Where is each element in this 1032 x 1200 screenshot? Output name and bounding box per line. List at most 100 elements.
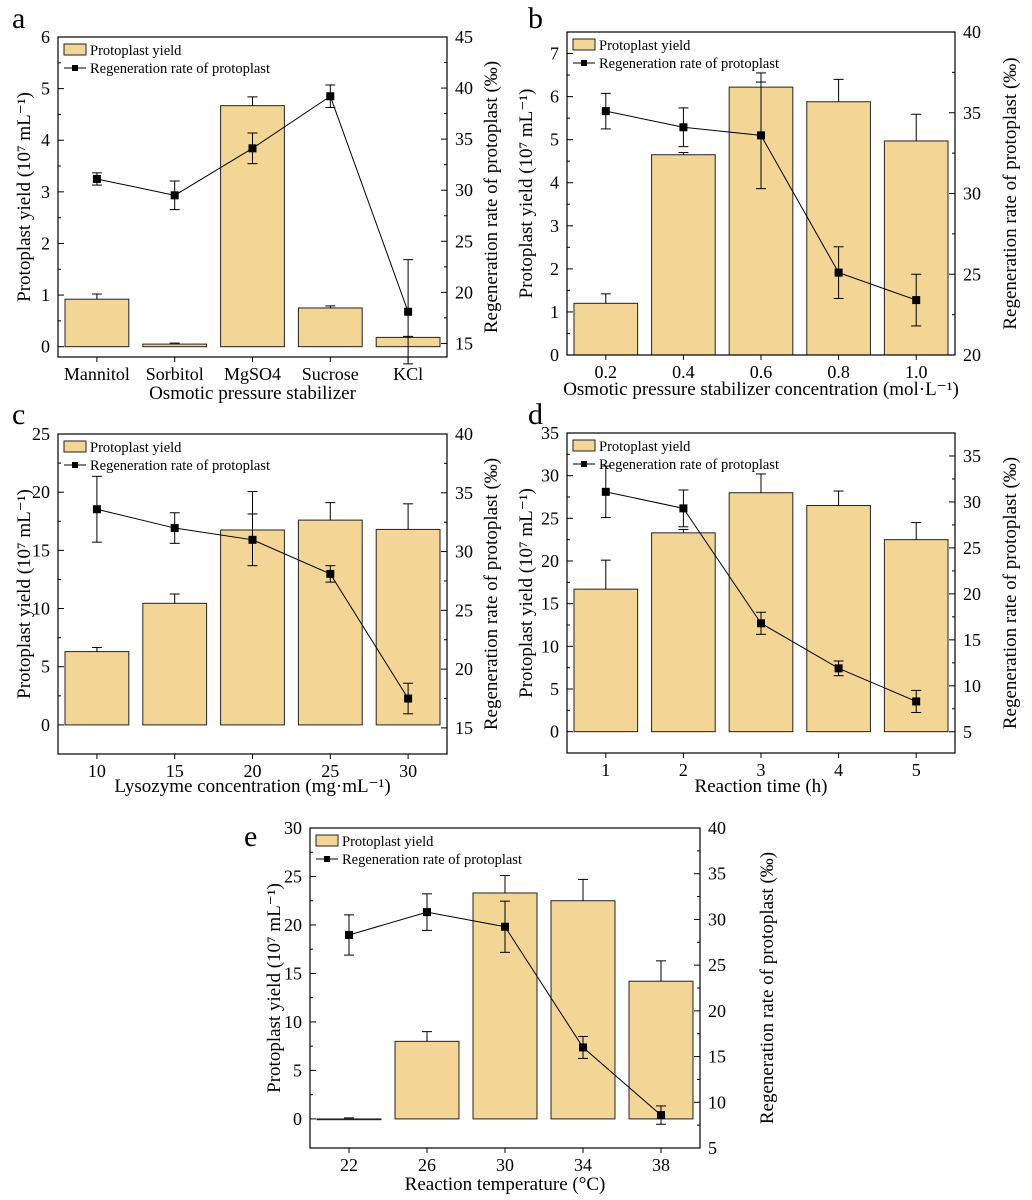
bar-1 <box>573 588 639 733</box>
left-tick-label: 0 <box>293 1109 302 1129</box>
point-marker-1.0 <box>912 296 921 305</box>
legend-bar-label: Protoplast yield <box>90 43 182 59</box>
bar-15 <box>142 602 208 726</box>
legend-bar-swatch <box>315 834 339 847</box>
left-tick-label: 20 <box>32 482 50 502</box>
legend-bar-label: Protoplast yield <box>90 440 182 456</box>
panel-letter: c <box>12 398 25 431</box>
left-axis-title: Protoplast yield (10⁷ mL⁻¹) <box>14 92 35 302</box>
panel-e: e 0 5 10 15 20 25 30 5 10 15 20 25 30 35 40 22 26 30 34 38 Pr… <box>244 818 778 1195</box>
bar-0.2 <box>573 302 639 356</box>
point-marker-30 <box>404 694 413 703</box>
right-tick-label: 15 <box>455 718 473 738</box>
right-tick-label: 35 <box>708 864 726 884</box>
point-marker-1 <box>601 487 610 496</box>
right-tick-label: 10 <box>708 1092 726 1112</box>
panel-b: b 0 1 2 3 4 5 6 7 20 25 30 35 40 0.2 0.4 0.6 0.8 1.0 Protop… <box>516 2 1021 400</box>
legend-line-label: Regeneration rate of protoplast <box>342 852 522 868</box>
left-tick-label: 3 <box>550 216 559 236</box>
panel-letter: a <box>12 2 25 35</box>
right-axis-title: Regeneration rate of protoplast (‰) <box>757 852 778 1124</box>
left-tick-label: 0 <box>550 345 559 365</box>
bar-errorbar <box>600 293 611 304</box>
bar-errorbar <box>169 593 180 604</box>
bar-26 <box>394 1040 460 1120</box>
right-axis-title: Regeneration rate of protoplast (‰) <box>1000 457 1021 729</box>
bar-errorbar <box>600 559 611 590</box>
x-axis-title: Osmotic pressure stabilizer <box>149 383 357 404</box>
x-tick-label: 3 <box>757 760 766 780</box>
bar-Sucrose <box>297 307 363 348</box>
right-tick-label: 45 <box>455 27 473 47</box>
bar-errorbar <box>656 960 666 982</box>
left-tick-label: 6 <box>41 27 50 47</box>
x-axis-title: Reaction temperature (°C) <box>405 1174 606 1195</box>
legend-marker-swatch <box>581 60 587 66</box>
panel-d: d 0 5 10 15 20 25 30 35 5 10 15 20 25 30 35 1 2 3 4 5 Protopl… <box>516 398 1021 797</box>
bar-errorbar <box>578 878 588 901</box>
legend-bar-swatch <box>572 439 596 452</box>
point-marker-0.8 <box>834 268 843 277</box>
x-tick-label: 0.6 <box>750 362 773 382</box>
point-marker-10 <box>92 505 101 514</box>
bar-2 <box>651 532 716 733</box>
x-tick-label: Sucrose <box>302 364 359 384</box>
x-tick-label: 1.0 <box>905 362 928 382</box>
point-marker-KCl <box>404 307 413 316</box>
legend-line-label: Regeneration rate of protoplast <box>599 457 779 473</box>
bar-34 <box>550 900 616 1120</box>
right-tick-label: 40 <box>963 22 981 42</box>
x-tick-label: 4 <box>834 760 843 780</box>
bar-errorbar <box>422 1031 432 1042</box>
legend-marker-swatch <box>581 461 587 467</box>
right-tick-label: 30 <box>455 542 473 562</box>
panel-letter: d <box>528 398 543 431</box>
right-tick-label: 25 <box>963 264 981 284</box>
left-tick-label: 35 <box>541 423 559 443</box>
right-axis-title: Regeneration rate of protoplast (‰) <box>481 458 502 730</box>
left-tick-label: 5 <box>41 657 50 677</box>
legend: Protoplast yield Regeneration rate of pro… <box>63 43 270 77</box>
right-tick-label: 20 <box>455 282 473 302</box>
left-tick-label: 5 <box>293 1060 302 1080</box>
right-tick-label: 20 <box>963 584 981 604</box>
bar-errorbar <box>500 875 510 893</box>
bar-errorbar <box>833 78 844 102</box>
point-marker-0.2 <box>601 107 610 116</box>
left-axis-title: Protoplast yield (10⁷ mL⁻¹) <box>516 89 537 299</box>
point-marker-20 <box>248 535 257 544</box>
bar-38 <box>628 980 694 1120</box>
x-tick-label: 10 <box>88 761 106 781</box>
right-tick-label: 10 <box>963 676 981 696</box>
left-tick-label: 6 <box>550 87 559 107</box>
bar-errorbar <box>833 490 844 506</box>
x-tick-label: 38 <box>652 1155 670 1175</box>
x-tick-label: 30 <box>399 761 417 781</box>
left-tick-label: 5 <box>41 79 50 99</box>
left-tick-label: 20 <box>284 915 302 935</box>
left-tick-label: 15 <box>284 963 302 983</box>
point-marker-0.6 <box>757 131 765 140</box>
x-tick-label: Sorbitol <box>146 364 204 384</box>
right-tick-label: 40 <box>455 424 473 444</box>
left-tick-label: 5 <box>550 679 559 699</box>
right-tick-label: 30 <box>455 180 473 200</box>
right-tick-label: 15 <box>708 1047 726 1067</box>
panel-letter: b <box>528 2 543 35</box>
legend-marker-swatch <box>72 65 78 71</box>
left-tick-label: 15 <box>541 594 559 614</box>
point-marker-38 <box>657 1111 665 1120</box>
point-marker-Sucrose <box>326 92 335 101</box>
right-tick-label: 25 <box>708 955 726 975</box>
right-tick-label: 25 <box>455 600 473 620</box>
left-tick-label: 3 <box>41 182 50 202</box>
legend: Protoplast yield Regeneration rate of pro… <box>63 440 270 474</box>
bar-errorbar <box>756 473 766 493</box>
bar-errorbar <box>678 152 689 155</box>
legend: Protoplast yield Regeneration rate of pro… <box>572 38 779 72</box>
legend-bar-label: Protoplast yield <box>342 834 434 850</box>
left-axis-title: Protoplast yield (10⁷ mL⁻¹) <box>516 488 537 698</box>
point-marker-Sorbitol <box>170 191 179 200</box>
right-tick-label: 35 <box>455 483 473 503</box>
x-tick-label: 0.4 <box>672 362 695 382</box>
